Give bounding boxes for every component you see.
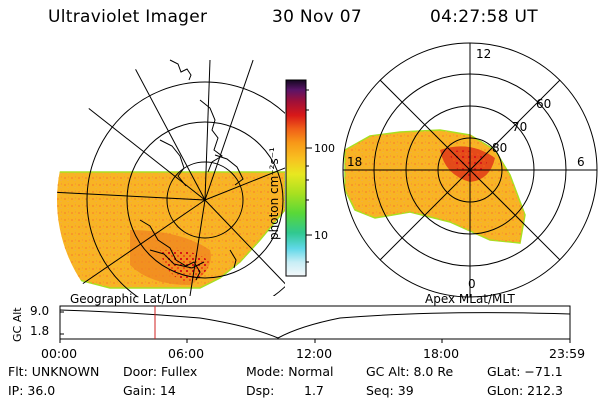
- dsp-label: Dsp:: [246, 383, 275, 398]
- color-scale-bar: [285, 79, 312, 277]
- magnetic-caption: Apex MLat/MLT: [425, 292, 515, 306]
- observation-date: 30 Nov 07: [272, 7, 362, 27]
- gain-value: Gain: 14: [123, 383, 176, 398]
- flight-status: Flt: UNKNOWN: [8, 364, 100, 379]
- time-tick-2359: 23:59: [549, 346, 586, 361]
- ip-value: IP: 36.0: [8, 383, 56, 398]
- magnetic-polar-panel: [342, 42, 598, 298]
- mlt-label-0: 0: [468, 277, 476, 291]
- colorbar-tick-100: 100: [314, 142, 335, 155]
- time-tick-1800: 18:00: [423, 346, 460, 361]
- mlat-label-70: 70: [512, 120, 527, 134]
- door-status: Door: Fullex: [123, 364, 198, 379]
- mode-value: Mode: Normal: [246, 364, 334, 379]
- altitude-tick-min: 1.8: [30, 324, 50, 338]
- observation-time: 04:27:58 UT: [430, 7, 538, 27]
- colorbar-unit-label: photon cm⁻²s⁻¹: [267, 147, 281, 240]
- instrument-title: Ultraviolet Imager: [48, 7, 208, 27]
- time-tick-0600: 06:00: [168, 346, 205, 361]
- geo-latitude: GLat: −71.1: [487, 364, 563, 379]
- time-tick-0000: 00:00: [41, 346, 78, 361]
- mlt-label-18: 18: [347, 155, 362, 169]
- mlat-label-60: 60: [536, 97, 551, 111]
- time-tick-1200: 12:00: [296, 346, 333, 361]
- mlt-label-12: 12: [476, 47, 491, 61]
- altitude-plot: [59, 305, 571, 343]
- geographic-caption: Geographic Lat/Lon: [70, 292, 188, 306]
- geo-longitude: GLon: 212.3: [487, 383, 563, 398]
- altitude-tick-max: 9.0: [30, 304, 50, 318]
- geographic-map-panel: [57, 52, 285, 296]
- mlat-label-80: 80: [492, 141, 507, 155]
- mlt-label-6: 6: [577, 155, 585, 169]
- altitude-axis-label: GC Alt: [11, 307, 24, 342]
- dsp-value: 1.7: [304, 383, 324, 398]
- gc-altitude: GC Alt: 8.0 Re: [366, 364, 454, 379]
- colorbar-tick-10: 10: [314, 229, 328, 242]
- sequence-number: Seq: 39: [366, 383, 414, 398]
